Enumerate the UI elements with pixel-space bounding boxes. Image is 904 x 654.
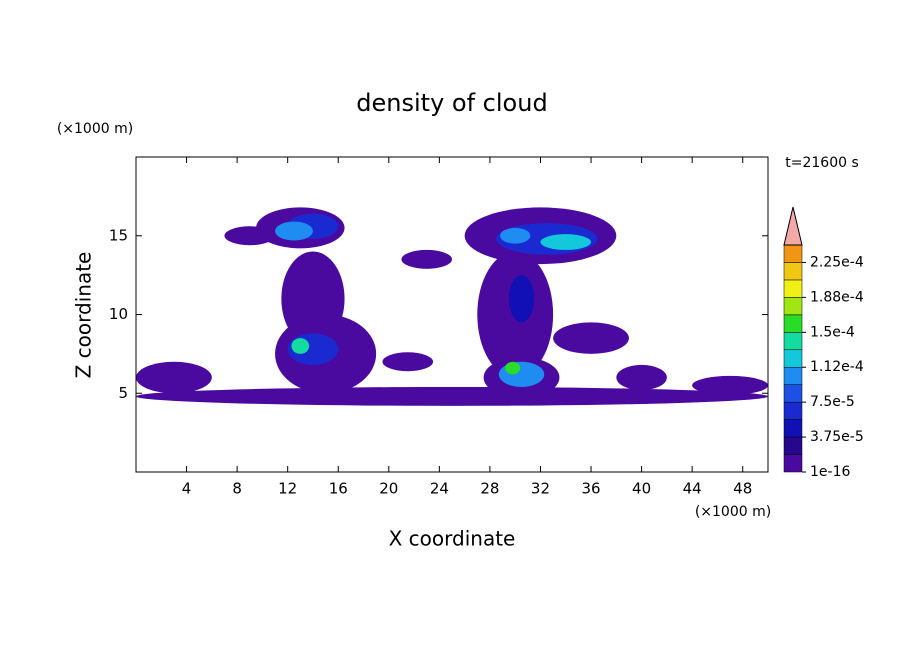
cloud-region bbox=[291, 338, 310, 354]
x-axis-label: X coordinate bbox=[389, 527, 516, 551]
x-tick-label: 44 bbox=[683, 480, 702, 498]
colorbar-box bbox=[783, 384, 803, 403]
colorbar-box bbox=[783, 244, 803, 263]
contour-field bbox=[136, 207, 768, 406]
cloud-region bbox=[136, 361, 212, 394]
y-axis-label: Z coordinate bbox=[72, 252, 96, 379]
cloud-region bbox=[508, 275, 535, 323]
colorbar-label: 3.75e-5 bbox=[810, 429, 864, 445]
x-tick-label: 8 bbox=[232, 480, 242, 498]
cloud-region bbox=[224, 226, 276, 246]
x-tick-label: 4 bbox=[182, 480, 192, 498]
colorbar-label: 1.5e-4 bbox=[810, 324, 855, 340]
colorbar-label: 1e-16 bbox=[810, 464, 850, 480]
x-tick-label: 32 bbox=[531, 480, 550, 498]
x-tick-label: 36 bbox=[581, 480, 600, 498]
colorbar-label: 2.25e-4 bbox=[810, 254, 864, 270]
cloud-region bbox=[275, 221, 313, 241]
colorbar-box bbox=[783, 262, 803, 281]
colorbar-box bbox=[783, 314, 803, 333]
cloud-region bbox=[382, 352, 434, 372]
y-tick-label: 15 bbox=[109, 226, 128, 244]
colorbar-box bbox=[783, 454, 803, 473]
colorbar-box bbox=[783, 366, 803, 385]
chart-title: density of cloud bbox=[356, 89, 547, 117]
cloud-region bbox=[553, 322, 629, 354]
cloud-region bbox=[498, 361, 545, 387]
x-tick-label: 20 bbox=[379, 480, 398, 498]
colorbar-box bbox=[783, 419, 803, 438]
x-tick-label: 16 bbox=[329, 480, 348, 498]
y-tick-label: 5 bbox=[118, 384, 128, 402]
colorbar-label: 7.5e-5 bbox=[810, 394, 855, 410]
colorbar-label: 1.12e-4 bbox=[810, 359, 864, 375]
cloud-region bbox=[136, 386, 768, 406]
colorbar-box bbox=[783, 349, 803, 368]
x-tick-label: 12 bbox=[278, 480, 297, 498]
x-tick-label: 48 bbox=[733, 480, 752, 498]
x-tick-label: 28 bbox=[480, 480, 499, 498]
time-label: t=21600 s bbox=[785, 155, 859, 171]
cloud-region bbox=[692, 375, 768, 395]
cloud-region bbox=[500, 227, 531, 244]
cloud-region bbox=[616, 364, 667, 391]
colorbar-box bbox=[783, 279, 803, 298]
cloud-region bbox=[505, 361, 521, 375]
colorbar-box bbox=[783, 297, 803, 316]
colorbar-box bbox=[783, 401, 803, 420]
x-tick-label: 40 bbox=[632, 480, 651, 498]
y-unit: (×1000 m) bbox=[57, 121, 133, 137]
y-tick-label: 10 bbox=[109, 305, 128, 323]
cloud-region bbox=[540, 234, 592, 250]
x-unit: (×1000 m) bbox=[695, 504, 771, 520]
colorbar-extend bbox=[783, 206, 803, 246]
cloud-region bbox=[401, 249, 452, 269]
x-tick-label: 24 bbox=[430, 480, 449, 498]
colorbar-box bbox=[783, 332, 803, 351]
colorbar-label: 1.88e-4 bbox=[810, 289, 864, 305]
colorbar-box bbox=[783, 436, 803, 455]
plot-frame bbox=[135, 156, 769, 473]
